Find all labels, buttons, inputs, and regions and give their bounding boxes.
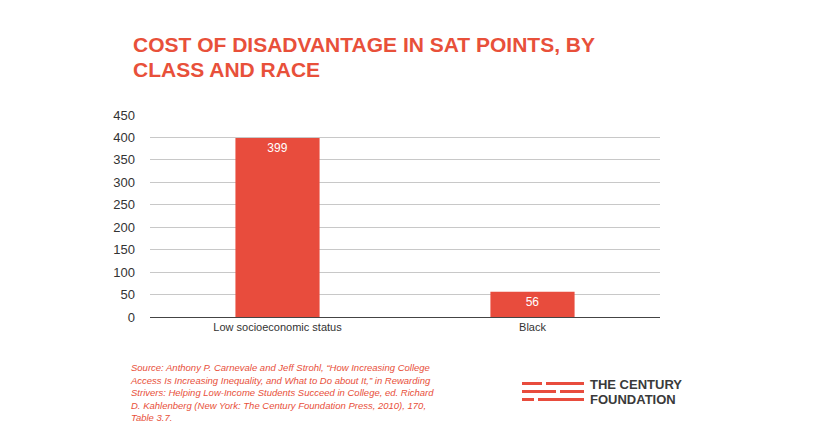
svg-text:200: 200 [113,220,135,235]
html-text:Source: Anthony P. Carnevale a: Source: Anthony P. Carnevale and Jeff St… [131,362,434,423]
svg-text:Black: Black [519,321,546,333]
svg-text:Low socioeconomic status: Low socioeconomic status [213,321,342,333]
svg-text:0: 0 [128,310,135,325]
svg-text:400: 400 [113,130,135,145]
svg-text:100: 100 [113,265,135,280]
svg-text:56: 56 [526,295,540,309]
svg-text:450: 450 [113,108,135,123]
html-text:COST OF DISADVANTAGE IN SAT PO: COST OF DISADVANTAGE IN SAT POINTS, BY C… [133,33,595,81]
svg-text:250: 250 [113,197,135,212]
svg-text:300: 300 [113,175,135,190]
svg-text:50: 50 [121,287,135,302]
svg-text:350: 350 [113,152,135,167]
svg-text:150: 150 [113,242,135,257]
svg-text:399: 399 [267,141,287,155]
html-text:THE CENTURY FOUNDATION: THE CENTURY FOUNDATION [590,377,682,407]
